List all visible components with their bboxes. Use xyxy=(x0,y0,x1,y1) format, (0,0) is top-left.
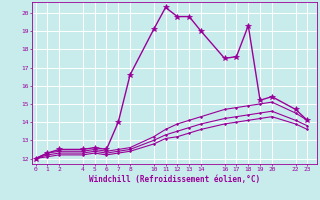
X-axis label: Windchill (Refroidissement éolien,°C): Windchill (Refroidissement éolien,°C) xyxy=(89,175,260,184)
